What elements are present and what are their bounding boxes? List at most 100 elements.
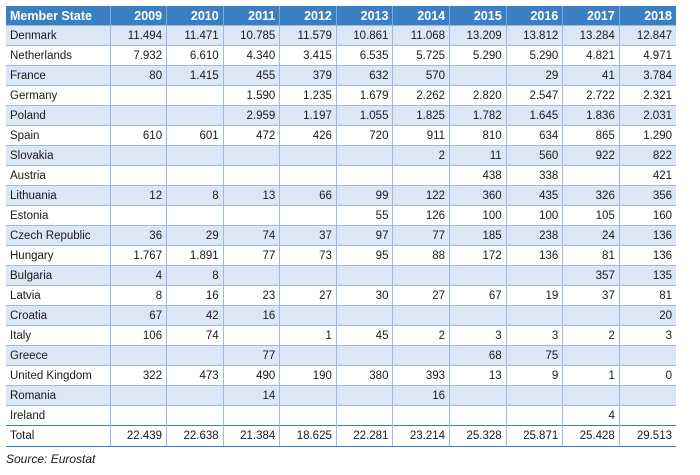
table-row: United Kingdom 322 473 490 190 380 393 13 9 1 0 [6, 365, 676, 386]
cell-value [109, 345, 167, 366]
table-row: Austria 438 338 421 [6, 165, 676, 186]
cell-value: 601 [166, 125, 224, 146]
cell-value: 1.645 [505, 105, 563, 126]
cell-value: 22.281 [335, 425, 393, 447]
cell-value: 5.290 [505, 45, 563, 66]
cell-value: 2 [392, 325, 450, 346]
cell-value: 67 [109, 305, 167, 326]
cell-value [392, 165, 450, 186]
cell-value [279, 345, 337, 366]
header-year-2016: 2016 [505, 6, 563, 26]
cell-value: 24 [562, 225, 620, 246]
cell-value: 1.825 [392, 105, 450, 126]
cell-value: 190 [279, 365, 337, 386]
cell-value: 1.290 [618, 125, 676, 146]
cell-value: 100 [505, 205, 563, 226]
cell-value: 41 [562, 65, 620, 86]
total-row: Total 22.439 22.638 21.384 18.625 22.281 23.21… [6, 425, 676, 447]
table-body: Denmark 11.494 11.471 10.785 11.579 10.861 11.… [6, 25, 676, 447]
cell-value: 0 [618, 365, 676, 386]
cell-value: 172 [449, 245, 507, 266]
table-row: Estonia 55 126 100 100 105 160 [6, 205, 676, 226]
cell-value [335, 145, 393, 166]
cell-value: 160 [618, 205, 676, 226]
cell-value: 13 [222, 185, 280, 206]
cell-value [222, 165, 280, 186]
cell-value: 922 [562, 145, 620, 166]
cell-member-state: Poland [6, 105, 110, 126]
cell-value: 1.782 [449, 105, 507, 126]
cell-value: 338 [505, 165, 563, 186]
cell-value: 2.031 [618, 105, 676, 126]
cell-value: 3 [618, 325, 676, 346]
cell-value: 11.579 [279, 25, 337, 46]
cell-value: 4.971 [618, 45, 676, 66]
table-row: Ireland 4 [6, 405, 676, 426]
cell-value: 77 [392, 225, 450, 246]
cell-member-state: Germany [6, 85, 110, 106]
cell-value: 810 [449, 125, 507, 146]
cell-value: 88 [392, 245, 450, 266]
cell-value: 2.547 [505, 85, 563, 106]
cell-value: 2.820 [449, 85, 507, 106]
cell-member-state: Romania [6, 385, 110, 406]
cell-value: 5.725 [392, 45, 450, 66]
cell-value [618, 345, 676, 366]
cell-value: 100 [449, 205, 507, 226]
cell-value [279, 405, 337, 426]
cell-value: 80 [109, 65, 167, 86]
cell-value: 16 [222, 305, 280, 326]
table-row: Greece 77 68 75 [6, 345, 676, 366]
cell-value: 13.284 [562, 25, 620, 46]
cell-value: 560 [505, 145, 563, 166]
cell-member-state: Spain [6, 125, 110, 146]
cell-member-state: Austria [6, 165, 110, 186]
cell-member-state: Estonia [6, 205, 110, 226]
cell-value: 4.340 [222, 45, 280, 66]
cell-value: 74 [222, 225, 280, 246]
cell-value: 22.638 [166, 425, 224, 447]
table-row: Poland 2.959 1.197 1.055 1.825 1.782 1.645 1.83… [6, 105, 676, 126]
cell-value: 4 [562, 405, 620, 426]
cell-value: 67 [449, 285, 507, 306]
cell-value [392, 305, 450, 326]
cell-value [222, 405, 280, 426]
table-row: Bulgaria 4 8 357 135 [6, 265, 676, 286]
header-year-2014: 2014 [392, 6, 450, 26]
cell-value: 4.821 [562, 45, 620, 66]
cell-value: 14 [222, 385, 280, 406]
cell-value: 8 [109, 285, 167, 306]
cell-value: 11.471 [166, 25, 224, 46]
cell-value: 438 [449, 165, 507, 186]
cell-value [392, 405, 450, 426]
cell-value: 2.959 [222, 105, 280, 126]
header-year-2012: 2012 [279, 6, 337, 26]
cell-value [449, 385, 507, 406]
cell-member-state: Ireland [6, 405, 110, 426]
cell-value: 6.535 [335, 45, 393, 66]
cell-value: 3.415 [279, 45, 337, 66]
table-row: Italy 106 74 1 45 2 3 3 2 3 [6, 325, 676, 346]
table-row: Romania 14 16 [6, 385, 676, 406]
cell-value: 6.610 [166, 45, 224, 66]
cell-value: 2 [392, 145, 450, 166]
cell-value: 1.055 [335, 105, 393, 126]
cell-value: 8 [166, 265, 224, 286]
cell-value: 105 [562, 205, 620, 226]
table-row: Lithuania 12 8 13 66 99 122 360 435 326 356 [6, 185, 676, 206]
cell-value: 822 [618, 145, 676, 166]
cell-value [279, 305, 337, 326]
cell-value: 106 [109, 325, 167, 346]
cell-value: 25.328 [449, 425, 507, 447]
cell-value [166, 385, 224, 406]
cell-value [335, 385, 393, 406]
cell-value: 911 [392, 125, 450, 146]
cell-value: 99 [335, 185, 393, 206]
cell-value [449, 265, 507, 286]
cell-value: 865 [562, 125, 620, 146]
cell-value [392, 345, 450, 366]
cell-value: 1.235 [279, 85, 337, 106]
cell-value [449, 65, 507, 86]
cell-value: 472 [222, 125, 280, 146]
cell-member-state: Greece [6, 345, 110, 366]
